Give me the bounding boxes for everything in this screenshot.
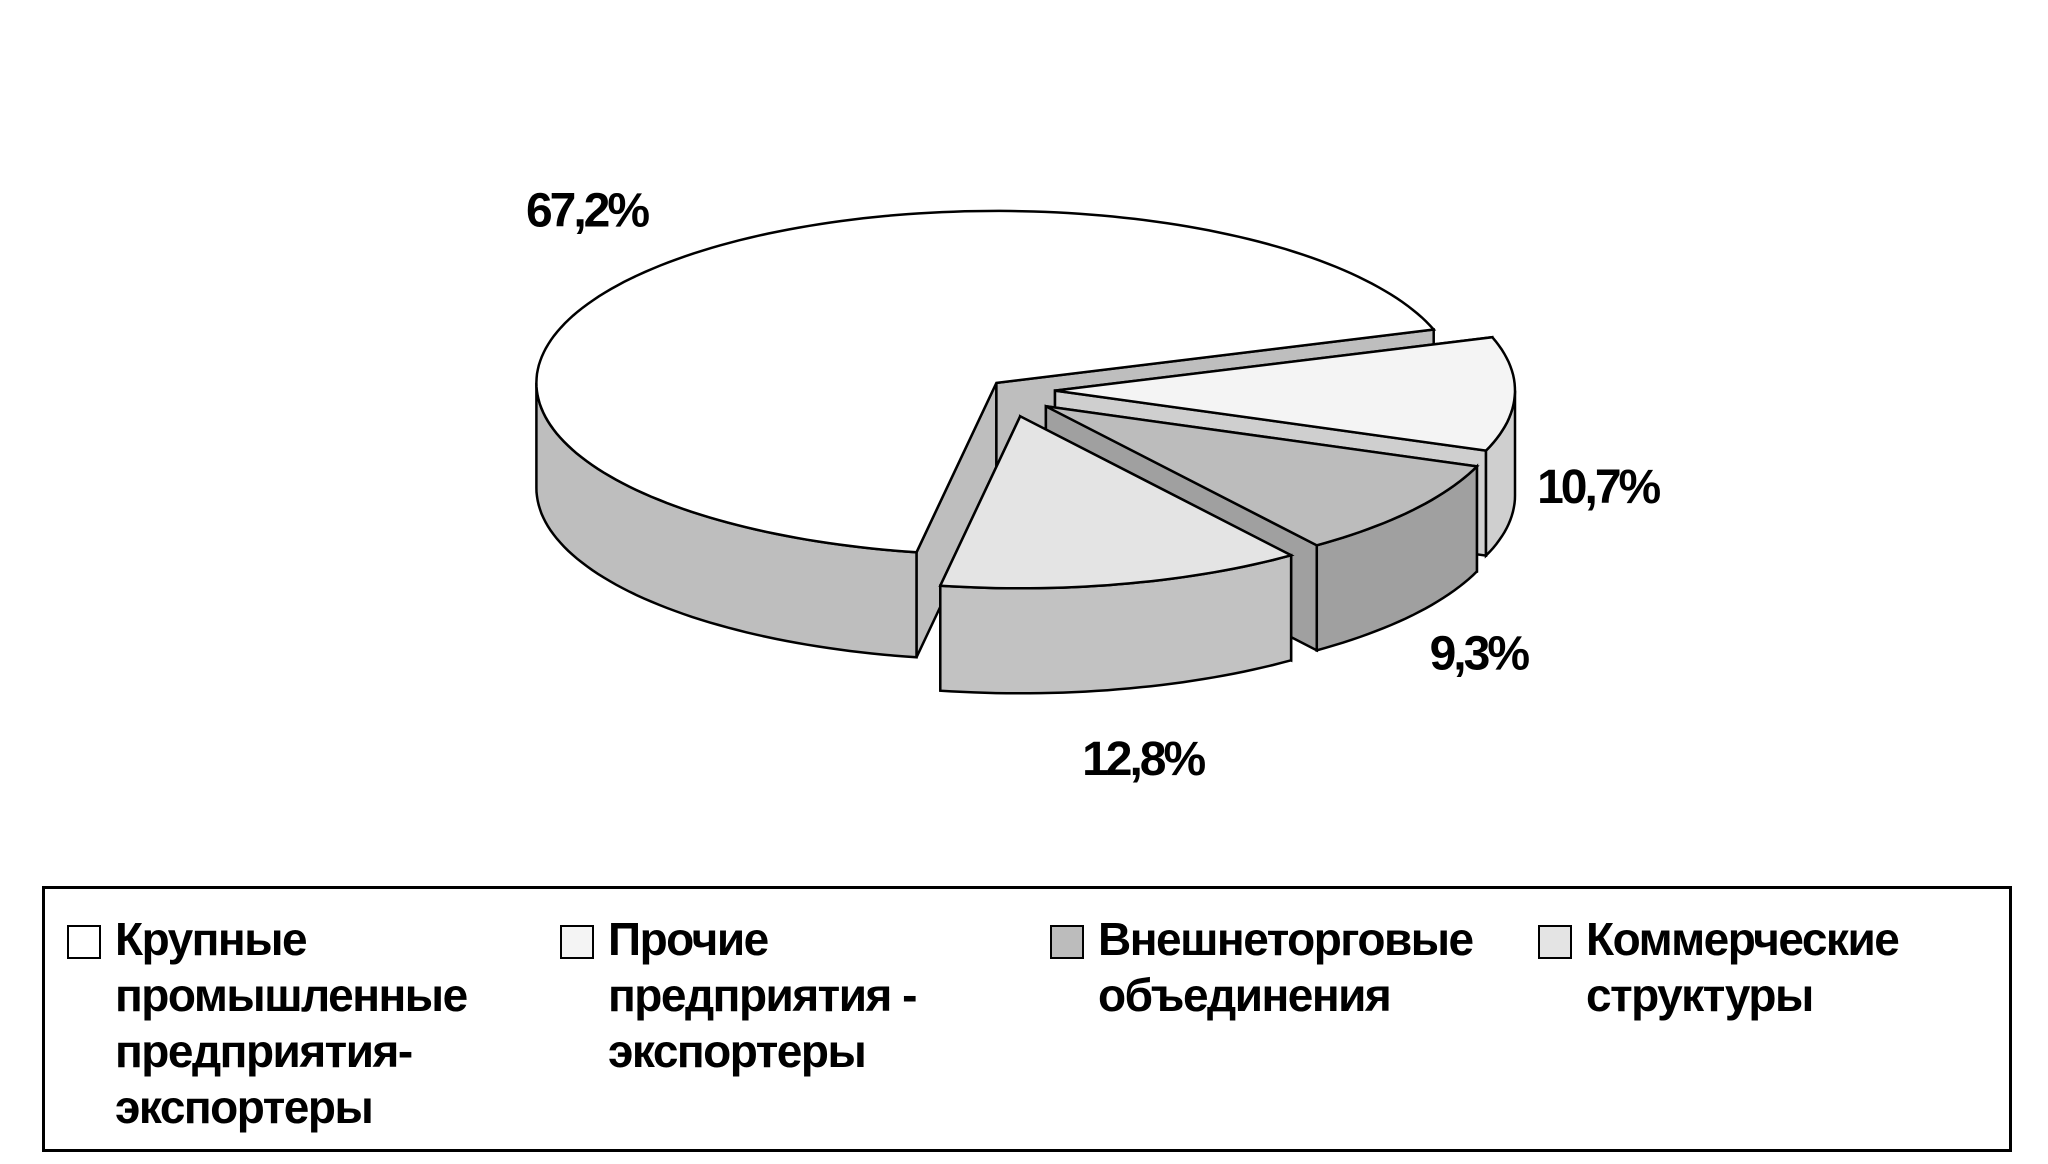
legend-swatch [1538,925,1572,959]
legend-item: Крупные промышленные предприятия-экспорт… [67,911,537,1135]
slice-top [938,414,1295,590]
data-label: 9,3% [1430,627,1530,680]
legend: Крупные промышленные предприятия-экспорт… [42,886,2012,1152]
data-label: 67,2% [526,184,649,237]
legend-label: Коммерческие структуры [1586,913,1900,1021]
slice-top [1054,335,1517,452]
legend-swatch [560,925,594,959]
slice-top [1045,405,1480,547]
pie-slice [938,414,1295,695]
data-label: 12,8% [1082,733,1205,786]
legend-item: Прочие предприятия - экспортеры [560,911,1030,1079]
legend-swatch [67,925,101,959]
pie-chart: 67,2% 10,7% 9,3% 12,8% [526,184,1664,786]
legend-item: Внешнеторговые объединения [1050,911,1520,1023]
legend-label: Прочие предприятия - экспортеры [608,913,917,1077]
legend-swatch [1050,925,1084,959]
legend-label: Крупные промышленные предприятия-экспорт… [115,913,468,1133]
legend-item: Коммерческие структуры [1538,911,2008,1023]
slice-top [535,209,1437,554]
data-label: 10,7% [1537,461,1660,514]
legend-label: Внешнеторговые объединения [1098,913,1474,1021]
